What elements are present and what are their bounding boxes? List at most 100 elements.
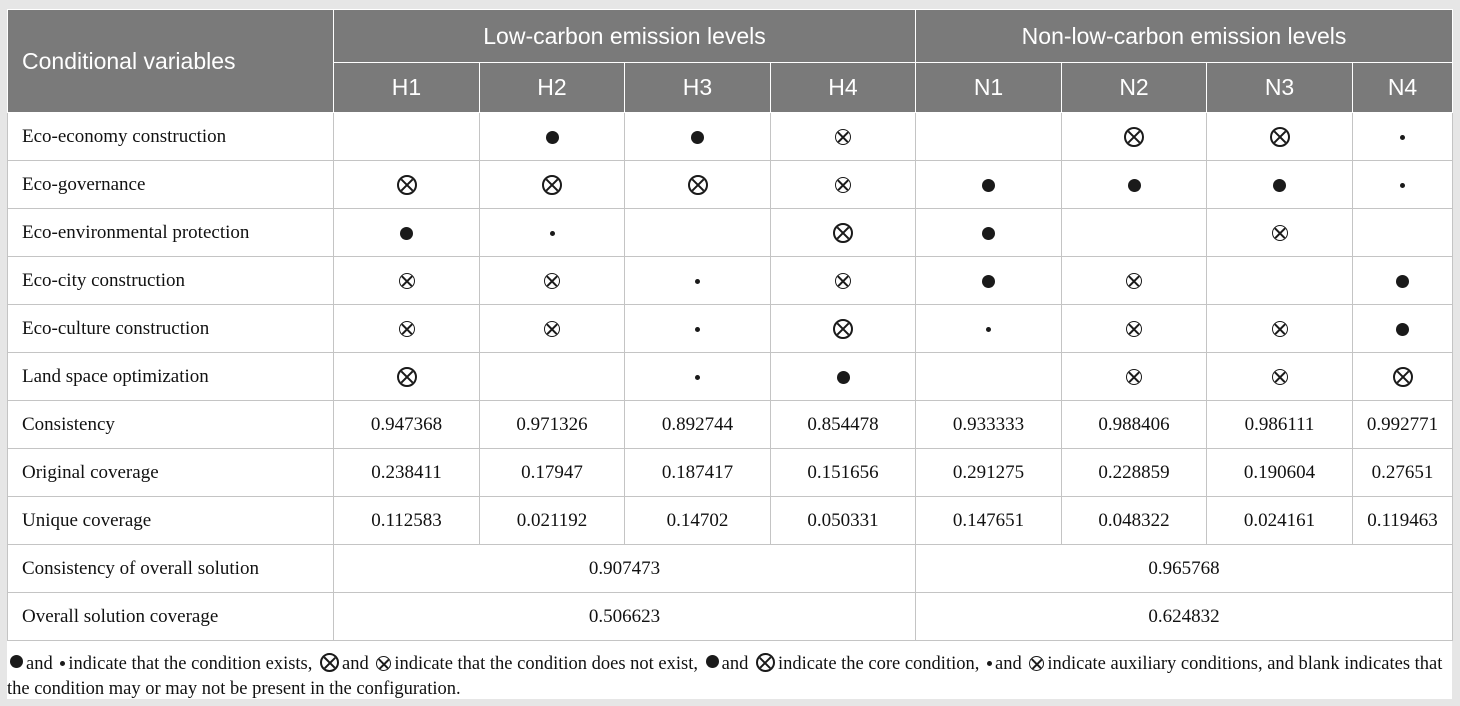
aux-absent-icon — [1271, 225, 1288, 242]
aux-exist-icon — [695, 278, 700, 284]
aux-absent-icon — [835, 273, 851, 290]
stat-value: 0.933333 — [915, 400, 1063, 449]
aux-absent-icon — [1271, 369, 1288, 386]
stat-value: 0.238411 — [333, 448, 480, 497]
core-absent-icon — [833, 319, 853, 340]
column-header: N1 — [915, 62, 1063, 113]
condition-cell — [333, 112, 480, 161]
aux-exist-icon — [986, 661, 992, 666]
core-exist-icon — [705, 655, 719, 668]
condition-cell — [333, 208, 480, 257]
row-label: Eco-economy construction — [7, 112, 334, 161]
overall-low-value: 0.907473 — [332, 544, 917, 593]
aux-exist-icon — [986, 326, 992, 332]
stat-value: 0.187417 — [624, 448, 771, 497]
stat-row: Original coverage 0.238411 0.17947 0.187417… — [7, 448, 1454, 497]
condition-row: Eco-culture construction — [7, 304, 1454, 353]
core-exist-icon — [1396, 274, 1410, 288]
condition-cell — [769, 208, 917, 257]
core-absent-icon — [833, 223, 853, 244]
stat-value: 0.854478 — [769, 400, 917, 449]
aux-absent-icon — [1126, 273, 1143, 290]
condition-cell — [769, 112, 917, 161]
stat-value: 0.050331 — [769, 496, 917, 545]
condition-cell — [769, 304, 917, 353]
condition-cell — [915, 160, 1063, 209]
row-label: Consistency — [7, 400, 334, 449]
condition-cell — [624, 160, 771, 209]
stat-row: Consistency 0.947368 0.971326 0.892744 0.854… — [7, 400, 1454, 449]
aux-exist-icon — [549, 230, 555, 236]
row-label: Consistency of overall solution — [7, 544, 334, 593]
footnote-text: indicate that the condition does not exi… — [394, 654, 699, 674]
condition-cell — [1206, 208, 1354, 257]
aux-absent-icon — [398, 273, 415, 290]
condition-cell — [1352, 352, 1454, 401]
row-label: Original coverage — [7, 448, 334, 497]
core-absent-icon — [1124, 127, 1145, 148]
stat-value: 0.151656 — [769, 448, 917, 497]
row-label: Unique coverage — [7, 496, 334, 545]
condition-cell — [333, 256, 480, 305]
condition-cell — [1352, 208, 1454, 257]
core-exist-icon — [691, 130, 704, 144]
footnote-text: indicate auxiliary conditions, and blank… — [7, 654, 1443, 699]
core-exist-icon — [1127, 178, 1141, 192]
condition-row: Eco-economy construction — [7, 112, 1454, 161]
condition-cell — [915, 256, 1063, 305]
stat-value: 0.947368 — [333, 400, 480, 449]
overall-nonlow-value: 0.965768 — [915, 544, 1454, 593]
stat-value: 0.992771 — [1352, 400, 1454, 449]
stat-row: Unique coverage 0.112583 0.021192 0.14702 0.… — [7, 496, 1454, 545]
core-absent-icon — [1269, 127, 1290, 148]
row-label: Eco-governance — [7, 160, 334, 209]
condition-cell — [624, 352, 771, 401]
condition-cell — [333, 352, 480, 401]
column-header: H2 — [479, 62, 625, 113]
overall-row: Overall solution coverage 0.506623 0.62483… — [7, 592, 1454, 641]
stat-value: 0.892744 — [624, 400, 771, 449]
condition-cell — [915, 112, 1063, 161]
core-absent-icon — [687, 175, 708, 196]
column-header: N4 — [1352, 62, 1454, 113]
stat-value: 0.119463 — [1352, 496, 1454, 545]
condition-cell — [915, 352, 1063, 401]
stat-value: 0.986111 — [1206, 400, 1354, 449]
footnote-text: and — [342, 654, 369, 674]
condition-row: Land space optimization — [7, 352, 1454, 401]
core-exist-icon — [982, 226, 996, 240]
condition-cell — [915, 208, 1063, 257]
aux-absent-icon — [398, 321, 415, 338]
overall-row: Consistency of overall solution 0.907473 0… — [7, 544, 1454, 593]
stat-value: 0.112583 — [333, 496, 480, 545]
condition-cell — [479, 352, 625, 401]
column-header: H1 — [333, 62, 480, 113]
row-label: Overall solution coverage — [7, 592, 334, 641]
core-exist-icon — [1396, 322, 1410, 336]
condition-row: Eco-city construction — [7, 256, 1454, 305]
stat-value: 0.147651 — [915, 496, 1063, 545]
stat-value: 0.291275 — [915, 448, 1063, 497]
aux-absent-icon — [835, 177, 851, 194]
aux-exist-icon — [1400, 182, 1406, 188]
aux-absent-icon — [1029, 656, 1045, 671]
aux-exist-icon — [60, 661, 66, 666]
column-header: N2 — [1061, 62, 1208, 113]
condition-cell — [479, 112, 625, 161]
aux-exist-icon — [1400, 134, 1406, 140]
condition-cell — [1061, 208, 1208, 257]
stat-value: 0.190604 — [1206, 448, 1354, 497]
core-absent-icon — [320, 653, 340, 672]
aux-absent-icon — [544, 273, 560, 290]
core-exist-icon — [1273, 178, 1287, 192]
footnote: and indicate that the condition exists, … — [7, 652, 1452, 702]
condition-cell — [1206, 352, 1354, 401]
condition-cell — [333, 304, 480, 353]
condition-cell — [915, 304, 1063, 353]
core-exist-icon — [982, 274, 996, 288]
footnote-text: indicate the core condition, — [777, 654, 980, 674]
footnote-text: indicate that the condition exists, — [68, 654, 313, 674]
condition-cell — [1206, 112, 1354, 161]
aux-exist-icon — [695, 374, 700, 380]
overall-nonlow-value: 0.624832 — [915, 592, 1454, 641]
